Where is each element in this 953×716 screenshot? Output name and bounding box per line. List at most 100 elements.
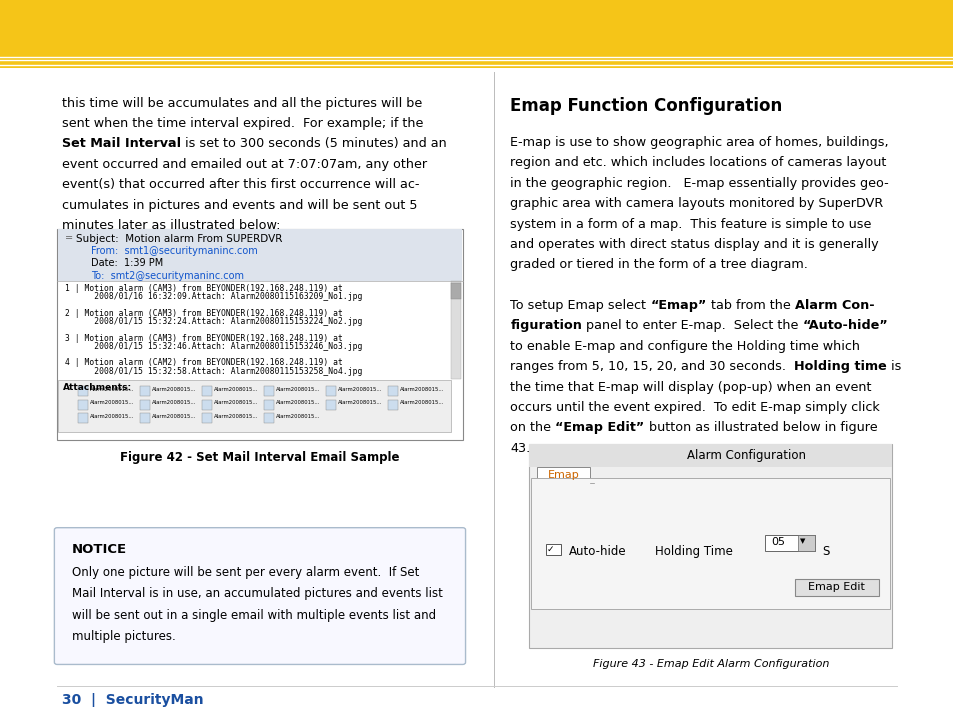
Text: “Auto-hide”: “Auto-hide” xyxy=(801,319,887,332)
Text: Holding time: Holding time xyxy=(794,360,886,373)
Bar xyxy=(531,478,889,609)
Text: multiple pictures.: multiple pictures. xyxy=(71,630,175,643)
Text: Alarm2008015...: Alarm2008015... xyxy=(152,400,195,405)
Bar xyxy=(78,413,88,423)
Text: Alarm Configuration: Alarm Configuration xyxy=(687,449,805,462)
Text: Alarm2008015...: Alarm2008015... xyxy=(213,387,257,392)
Bar xyxy=(537,467,589,483)
Text: Set Mail Interval: Set Mail Interval xyxy=(62,137,181,150)
Bar xyxy=(58,380,451,432)
Text: minutes later as illustrated below:: minutes later as illustrated below: xyxy=(62,219,280,232)
Text: in the geographic region.   E-map essentially provides geo-: in the geographic region. E-map essentia… xyxy=(510,177,888,190)
Text: 05: 05 xyxy=(770,537,784,547)
FancyBboxPatch shape xyxy=(54,528,465,664)
Text: 1 | Motion alarm (CAM3) from BEYONDER(192.168.248.119) at: 1 | Motion alarm (CAM3) from BEYONDER(19… xyxy=(65,284,342,294)
Text: To:  smt2@securitymaninc.com: To: smt2@securitymaninc.com xyxy=(91,271,243,281)
Bar xyxy=(388,400,397,410)
Text: Emap Function Configuration: Emap Function Configuration xyxy=(510,97,781,115)
Text: 2008/01/15 15:32:46.Attach: Alarm20080115153246_No3.jpg: 2008/01/15 15:32:46.Attach: Alarm2008011… xyxy=(65,342,362,351)
Text: Alarm2008015...: Alarm2008015... xyxy=(275,414,319,419)
Text: and operates with direct status display and it is generally: and operates with direct status display … xyxy=(510,238,878,251)
Text: will be sent out in a single email with multiple events list and: will be sent out in a single email with … xyxy=(71,609,436,621)
Text: Date:  1:39 PM: Date: 1:39 PM xyxy=(91,258,163,268)
Bar xyxy=(140,400,150,410)
Bar xyxy=(58,229,461,281)
Bar xyxy=(140,413,150,423)
Bar xyxy=(57,229,462,440)
Bar xyxy=(78,386,88,396)
Bar xyxy=(78,400,88,410)
Text: is: is xyxy=(886,360,901,373)
Text: sent when the time interval expired.  For example; if the: sent when the time interval expired. For… xyxy=(62,117,423,130)
Text: tab from the: tab from the xyxy=(706,299,794,312)
Text: 4 | Motion alarm (CAM2) from BEYONDER(192.168.248.119) at: 4 | Motion alarm (CAM2) from BEYONDER(19… xyxy=(65,358,342,367)
Text: occurs until the event expired.  To edit E-map simply click: occurs until the event expired. To edit … xyxy=(510,401,880,414)
Text: 2 | Motion alarm (CAM3) from BEYONDER(192.168.248.119) at: 2 | Motion alarm (CAM3) from BEYONDER(19… xyxy=(65,309,342,318)
Text: 2008/01/16 16:32:09.Attach: Alarm20080115163209_No1.jpg: 2008/01/16 16:32:09.Attach: Alarm2008011… xyxy=(65,292,362,301)
Text: ranges from 5, 10, 15, 20, and 30 seconds.: ranges from 5, 10, 15, 20, and 30 second… xyxy=(510,360,794,373)
Text: 43.: 43. xyxy=(510,442,530,455)
Text: 3 | Motion alarm (CAM3) from BEYONDER(192.168.248.119) at: 3 | Motion alarm (CAM3) from BEYONDER(19… xyxy=(65,334,342,343)
Text: graphic area with camera layouts monitored by SuperDVR: graphic area with camera layouts monitor… xyxy=(510,198,882,211)
Text: Auto-hide: Auto-hide xyxy=(568,545,625,558)
Text: Alarm2008015...: Alarm2008015... xyxy=(90,414,133,419)
Text: to enable E-map and configure the Holding time which: to enable E-map and configure the Holdin… xyxy=(510,340,860,353)
Text: Alarm2008015...: Alarm2008015... xyxy=(399,387,443,392)
Bar xyxy=(529,444,891,648)
Bar xyxy=(529,444,891,467)
Text: Alarm2008015...: Alarm2008015... xyxy=(152,414,195,419)
Text: Alarm2008015...: Alarm2008015... xyxy=(90,400,133,405)
Text: =: = xyxy=(65,233,73,243)
Text: region and etc. which includes locations of cameras layout: region and etc. which includes locations… xyxy=(510,157,886,170)
Text: Figure 42 - Set Mail Interval Email Sample: Figure 42 - Set Mail Interval Email Samp… xyxy=(120,451,399,464)
Text: Alarm2008015...: Alarm2008015... xyxy=(337,400,381,405)
Bar xyxy=(264,413,274,423)
Text: NOTICE: NOTICE xyxy=(71,543,127,556)
Text: To setup Emap select: To setup Emap select xyxy=(510,299,650,312)
Text: Emap: Emap xyxy=(547,470,578,480)
Bar xyxy=(264,386,274,396)
Text: event(s) that occurred after this first occurrence will ac-: event(s) that occurred after this first … xyxy=(62,178,419,191)
Text: graded or tiered in the form of a tree diagram.: graded or tiered in the form of a tree d… xyxy=(510,258,807,271)
Text: Holding Time: Holding Time xyxy=(655,545,733,558)
Text: this time will be accumulates and all the pictures will be: this time will be accumulates and all th… xyxy=(62,97,422,110)
Text: S: S xyxy=(821,545,829,558)
Text: 2008/01/15 15:32:58.Attach: Alarm20080115153258_No4.jpg: 2008/01/15 15:32:58.Attach: Alarm2008011… xyxy=(65,367,362,376)
Bar xyxy=(797,536,814,551)
Text: ✓: ✓ xyxy=(546,545,554,553)
Text: Alarm2008015...: Alarm2008015... xyxy=(399,400,443,405)
Text: Figure 43 - Emap Edit Alarm Configuration: Figure 43 - Emap Edit Alarm Configuratio… xyxy=(592,659,828,669)
Text: Only one picture will be sent per every alarm event.  If Set: Only one picture will be sent per every … xyxy=(71,566,418,579)
Text: Alarm2008015...: Alarm2008015... xyxy=(275,400,319,405)
Text: “Emap”: “Emap” xyxy=(650,299,706,312)
Text: event occurred and emailed out at 7:07:07am, any other: event occurred and emailed out at 7:07:0… xyxy=(62,158,427,171)
Text: E-map is use to show geographic area of homes, buildings,: E-map is use to show geographic area of … xyxy=(510,136,888,149)
Text: panel to enter E-map.  Select the: panel to enter E-map. Select the xyxy=(581,319,801,332)
Text: is set to 300 seconds (5 minutes) and an: is set to 300 seconds (5 minutes) and an xyxy=(181,137,446,150)
Text: “Emap Edit”: “Emap Edit” xyxy=(555,422,644,435)
Text: button as illustrated below in figure: button as illustrated below in figure xyxy=(644,422,877,435)
Bar xyxy=(451,283,460,299)
Text: 2008/01/15 15:32:24.Attach: Alarm20080115153224_No2.jpg: 2008/01/15 15:32:24.Attach: Alarm2008011… xyxy=(65,317,362,326)
Bar xyxy=(794,579,878,596)
Bar xyxy=(0,0,953,68)
Text: Subject:  Motion alarm From SUPERDVR: Subject: Motion alarm From SUPERDVR xyxy=(76,234,282,244)
Text: ▼: ▼ xyxy=(800,538,805,544)
Text: From:  smt1@securitymaninc.com: From: smt1@securitymaninc.com xyxy=(91,246,257,256)
Bar xyxy=(326,400,335,410)
Text: Mail Interval is in use, an accumulated pictures and events list: Mail Interval is in use, an accumulated … xyxy=(71,587,442,600)
Text: cumulates in pictures and events and will be sent out 5: cumulates in pictures and events and wil… xyxy=(62,199,417,212)
Bar xyxy=(451,281,460,379)
Text: Alarm2008015...: Alarm2008015... xyxy=(90,387,133,392)
Bar xyxy=(140,386,150,396)
Bar xyxy=(326,386,335,396)
Text: on the: on the xyxy=(510,422,555,435)
Text: Alarm2008015...: Alarm2008015... xyxy=(275,387,319,392)
Bar xyxy=(202,386,212,396)
Text: Alarm Con-: Alarm Con- xyxy=(794,299,873,312)
Text: Emap Edit: Emap Edit xyxy=(807,582,864,592)
Text: Alarm2008015...: Alarm2008015... xyxy=(152,387,195,392)
Bar xyxy=(264,400,274,410)
Bar xyxy=(545,544,560,556)
Bar xyxy=(388,386,397,396)
